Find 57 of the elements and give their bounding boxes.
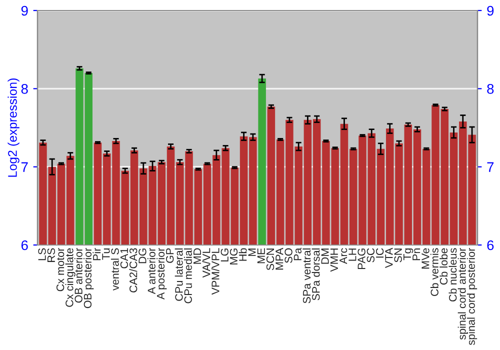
y-tick-label: 9 (21, 6, 28, 16)
x-tick-label: Pa (294, 248, 302, 260)
x-tick-label: Arc (340, 248, 348, 264)
x-tick-label: spinal cord posterior (466, 248, 478, 346)
x-tick-label: Cx cingulate (65, 248, 76, 307)
y-axis-title: Log2 (expression) (8, 78, 20, 177)
x-tick-label: RS (47, 248, 56, 262)
x-tick-label: OB anterior (74, 248, 82, 303)
x-tick-label: LS (38, 248, 46, 260)
y2-tick-label: 8 (487, 84, 494, 94)
x-tick-label: spinal cord anterior (458, 248, 468, 340)
x-tick-label: LG (220, 248, 228, 262)
x-tick-label: Cb vermis (430, 248, 438, 296)
x-tick-label: ME (257, 248, 265, 264)
x-tick-label: MVe (422, 248, 430, 269)
x-tick-label: DM (321, 248, 329, 264)
x-tick-label: DG (138, 248, 146, 264)
x-tick-label: PAG (358, 248, 366, 269)
x-tick-label: Hb (238, 248, 247, 261)
x-tick-label: GP (166, 248, 174, 263)
x-tick-label: A anterior (147, 248, 156, 294)
y2-tick-label: 9 (487, 6, 494, 16)
x-tick-label: Tu (102, 248, 110, 260)
x-tick-label: MD (194, 248, 201, 264)
x-tick-label: SPa dorsal (312, 248, 320, 300)
x-tick-label: CA2/CA3 (129, 248, 138, 292)
x-tick-label: SC (366, 248, 375, 262)
y-tick-label: 8 (21, 84, 28, 94)
x-tick-label: VA/VL (202, 248, 210, 278)
y2-tick-label: 6 (487, 240, 494, 250)
x-tick-label: SPa ventral (302, 248, 311, 304)
x-tick-label: Pir (92, 248, 101, 260)
x-tick-label: MG (230, 248, 238, 264)
x-tick-label: SCN (266, 248, 274, 270)
x-tick-label: Cb nucleus (448, 248, 457, 302)
x-tick-label: OB posterior (84, 248, 94, 308)
x-tick-label: VTA (385, 248, 393, 268)
x-tick-label: CPu lateral (174, 248, 183, 301)
y-tick-label: 6 (21, 240, 28, 250)
x-tick-label: ventral S (110, 248, 119, 290)
x-tick-label: M (248, 248, 256, 256)
x-tick-label: Tg (403, 248, 414, 260)
x-tick-label: CA1 (120, 248, 128, 268)
x-tick-label: Pn (412, 248, 420, 260)
x-tick-label: SO (284, 248, 292, 263)
x-tick-label: CPu medial (184, 248, 192, 304)
x-tick-label: VMH (330, 248, 338, 272)
x-tick-label: LH (348, 248, 356, 261)
y-tick-label: 7 (21, 162, 28, 172)
x-tick-label: VPM/VPL (211, 248, 220, 295)
y2-tick-label: 7 (487, 162, 494, 172)
x-tick-label: Cx motor (56, 248, 64, 292)
x-tick-label: MPA (276, 248, 284, 270)
x-tick-label: Cb lobe (440, 248, 448, 285)
x-tick-label: SN (394, 248, 402, 262)
x-tick-label: A posterior (156, 248, 167, 300)
x-tick-label: IC (376, 248, 384, 258)
